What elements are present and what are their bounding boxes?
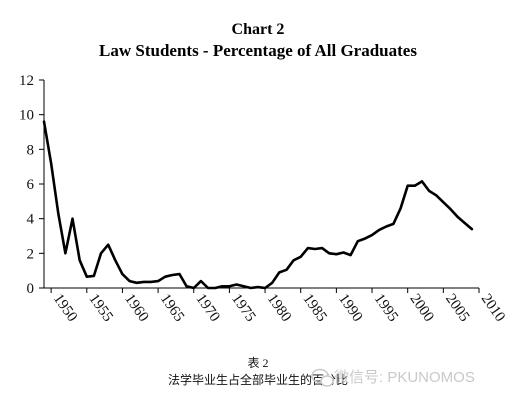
caption-line-1: 表 2 <box>247 356 268 370</box>
caption-line-2: 法学毕业生占全部毕业生的百分比 <box>168 372 348 387</box>
y-tick-label: 8 <box>27 142 35 158</box>
x-tick-label: 1965 <box>157 291 187 325</box>
x-tick-label: 1975 <box>228 291 258 325</box>
chart-title: Chart 2 <box>232 21 285 38</box>
x-tick-label: 2000 <box>406 291 436 325</box>
y-tick-label: 6 <box>27 177 35 193</box>
x-tick-label: 1970 <box>192 291 222 325</box>
x-tick-label: 1950 <box>50 291 80 325</box>
series-line <box>42 120 474 290</box>
wechat-icon <box>311 368 334 387</box>
y-tick-label: 4 <box>27 212 35 228</box>
chart-subtitle: Law Students - Percentage of All Graduat… <box>99 41 417 60</box>
watermark: 微信号: PKUNOMOS <box>311 368 475 387</box>
y-tick-label: 2 <box>27 246 35 262</box>
y-tick-label: 12 <box>19 73 34 89</box>
y-tick-label: 10 <box>19 108 34 124</box>
x-tick-label: 1995 <box>371 291 401 325</box>
y-tick-label: 0 <box>27 281 35 297</box>
x-tick-label: 1960 <box>121 291 151 325</box>
x-tick-label: 1955 <box>86 291 116 325</box>
x-axis: 1950 1955 1960 1965 1970 1975 1980 1985 1990 1995… <box>44 287 508 325</box>
x-tick-label: 1985 <box>299 291 329 325</box>
y-axis: 0 2 4 6 8 10 12 <box>19 73 45 297</box>
x-tick-label: 2010 <box>478 291 508 325</box>
x-tick-label: 1980 <box>264 291 294 325</box>
watermark-text: 微信号: PKUNOMOS <box>334 369 475 386</box>
x-tick-label: 1990 <box>335 291 365 325</box>
x-tick-label: 2005 <box>442 291 472 325</box>
